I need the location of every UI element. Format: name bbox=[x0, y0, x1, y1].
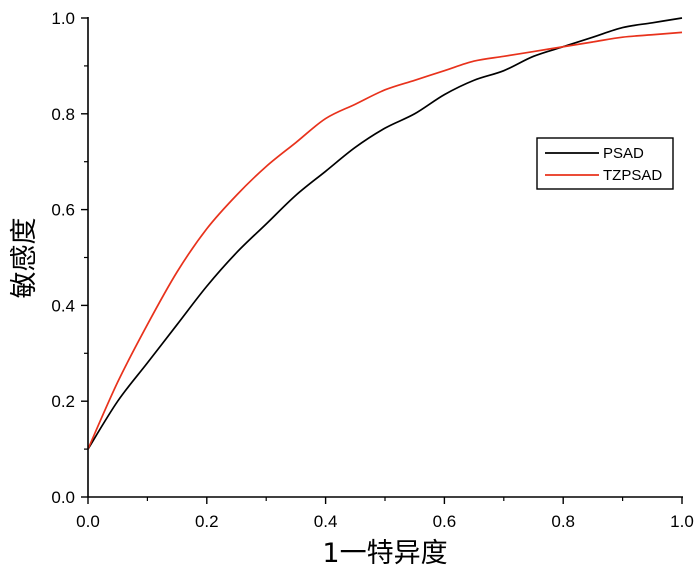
x-axis-title: 1一特异度 bbox=[322, 538, 447, 569]
x-tick-label: 0.6 bbox=[433, 512, 457, 531]
y-tick-label: 0.0 bbox=[51, 488, 75, 507]
legend-label-psad: PSAD bbox=[603, 145, 644, 162]
legend: PSAD TZPSAD bbox=[536, 137, 674, 190]
ticks: 0.0 0.2 0.4 0.6 0.8 1.0 0.0 0.2 0.4 0.6 0.8 1.0 bbox=[51, 9, 693, 531]
legend-label-tzpsad: TZPSAD bbox=[603, 167, 662, 184]
y-tick-label: 0.4 bbox=[51, 296, 75, 315]
legend-box bbox=[536, 137, 674, 190]
y-tick-label: 0.6 bbox=[51, 201, 75, 220]
x-tick-label: 1.0 bbox=[670, 512, 694, 531]
x-tick-label: 0.4 bbox=[314, 512, 338, 531]
series-line-tzpsad bbox=[87, 31, 683, 450]
y-axis-title: 敏感度 bbox=[9, 218, 40, 299]
y-tick-label: 0.8 bbox=[51, 105, 75, 124]
x-tick-label: 0.2 bbox=[195, 512, 219, 531]
y-tick-label: 1.0 bbox=[51, 9, 75, 28]
series-line-psad bbox=[87, 17, 683, 450]
y-tick-label: 0.2 bbox=[51, 392, 75, 411]
series-lines bbox=[87, 17, 683, 450]
x-tick-label: 0.8 bbox=[551, 512, 575, 531]
x-tick-label: 0.0 bbox=[76, 512, 100, 531]
